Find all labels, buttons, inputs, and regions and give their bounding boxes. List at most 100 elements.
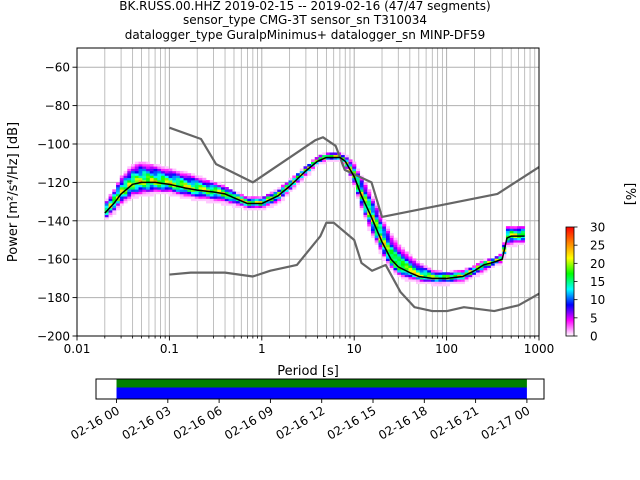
psd-histogram-cell [329,157,334,160]
psd-histogram-cell [176,182,181,186]
psd-histogram-cell [281,191,286,195]
psd-histogram-cell [239,205,244,209]
y-tick-label: −160 [37,253,70,267]
psd-histogram-cell [382,251,387,255]
psd-histogram-cell [505,235,510,238]
psd-histogram-cell [149,173,154,176]
psd-histogram-cell [303,168,308,172]
psd-histogram-cell [157,175,162,179]
psd-histogram-cell [153,182,158,186]
psd-histogram-cell [505,240,510,243]
psd-histogram-cell [517,237,522,241]
psd-histogram-cell [138,170,143,174]
psd-histogram-cell [502,256,507,259]
psd-histogram-cell [172,182,177,186]
psd-histogram-cell [404,272,409,275]
psd-histogram-cell [251,196,256,199]
psd-histogram-cell [378,221,383,225]
psd-histogram-cell [172,187,177,190]
psd-histogram-cell [236,191,241,195]
psd-histogram-cell [352,170,357,174]
psd-histogram-cell [168,170,173,174]
psd-histogram-cell [427,281,432,285]
psd-histogram-cell [149,166,154,169]
psd-histogram-cell [415,272,421,275]
psd-histogram-cell [168,180,173,183]
psd-histogram-cell [224,198,229,202]
psd-histogram-cell [408,269,413,273]
psd-histogram-cell [247,203,252,206]
psd-histogram-cell [355,191,361,195]
psd-histogram-cell [412,269,417,273]
psd-histogram-cell [359,182,364,186]
psd-histogram-cell [254,203,259,206]
psd-histogram-cell [400,246,406,250]
psd-histogram-cell [363,191,368,195]
psd-histogram-cell [239,198,244,202]
psd-histogram-cell [307,170,312,174]
psd-histogram-cell [123,184,128,188]
psd-histogram-cell [445,281,451,285]
psd-histogram-cell [292,182,297,186]
psd-histogram-cell [303,175,308,179]
psd-histogram-cell [382,256,387,259]
psd-histogram-cell [513,226,518,229]
psd-histogram-cell [427,279,432,282]
psd-histogram-cell [131,173,136,176]
psd-histogram-cell [153,191,158,195]
psd-histogram-cell [487,267,492,271]
colorbar-gradient [565,226,575,337]
psd-histogram-cell [134,184,139,188]
psd-histogram-cell [434,272,439,275]
psd-histogram-cell [153,168,158,172]
psd-histogram-cell [314,159,319,162]
psd-histogram-cell [438,283,443,287]
psd-histogram-cell [123,173,128,176]
psd-histogram-cell [400,258,406,262]
x-tick-label: 100 [435,342,458,356]
psd-histogram-cell [344,159,349,162]
psd-histogram-cell [134,196,139,199]
psd-histogram-cell [423,274,428,278]
psd-histogram-cell [352,182,357,186]
psd-histogram-cell [412,267,417,271]
colorbar-tick-label: 5 [590,311,598,325]
psd-histogram-cell [221,196,226,199]
psd-histogram-cell [266,205,271,209]
psd-histogram-cell [224,200,229,204]
psd-histogram-cell [127,170,132,174]
psd-histogram-cell [397,274,402,278]
psd-histogram-cell [382,246,387,250]
psd-histogram-cell [502,253,507,257]
psd-histogram-cell [370,216,376,220]
psd-histogram-cell [119,182,124,186]
psd-histogram-cell [348,159,353,162]
psd-histogram-cell [460,279,466,282]
psd-histogram-cell [183,173,188,176]
psd-histogram-cell [382,242,387,245]
psd-histogram-cell [191,180,196,183]
nlnm-line [169,221,539,313]
psd-histogram-cell [468,269,473,273]
psd-histogram-cell [213,196,218,199]
psd-histogram-cell [116,207,121,211]
psd-histogram-cell [161,168,166,172]
psd-histogram-cell [412,265,417,268]
psd-histogram-cell [404,251,409,255]
psd-histogram-cell [194,180,199,183]
psd-histogram-cell [307,173,312,176]
psd-histogram-cell [194,193,199,197]
psd-histogram-cell [206,187,211,190]
psd-histogram-cell [251,198,256,202]
psd-histogram-cell [374,210,379,213]
psd-histogram-cell [157,168,162,172]
psd-histogram-cell [479,267,484,271]
psd-histogram-cell [385,263,391,266]
psd-histogram-cell [408,265,413,268]
psd-histogram-cell [183,184,188,188]
psd-histogram-cell [288,177,293,181]
psd-histogram-cell [236,203,241,206]
psd-histogram-cell [415,267,421,271]
psd-histogram-cell [348,177,353,181]
psd-histogram-cell [378,226,383,229]
